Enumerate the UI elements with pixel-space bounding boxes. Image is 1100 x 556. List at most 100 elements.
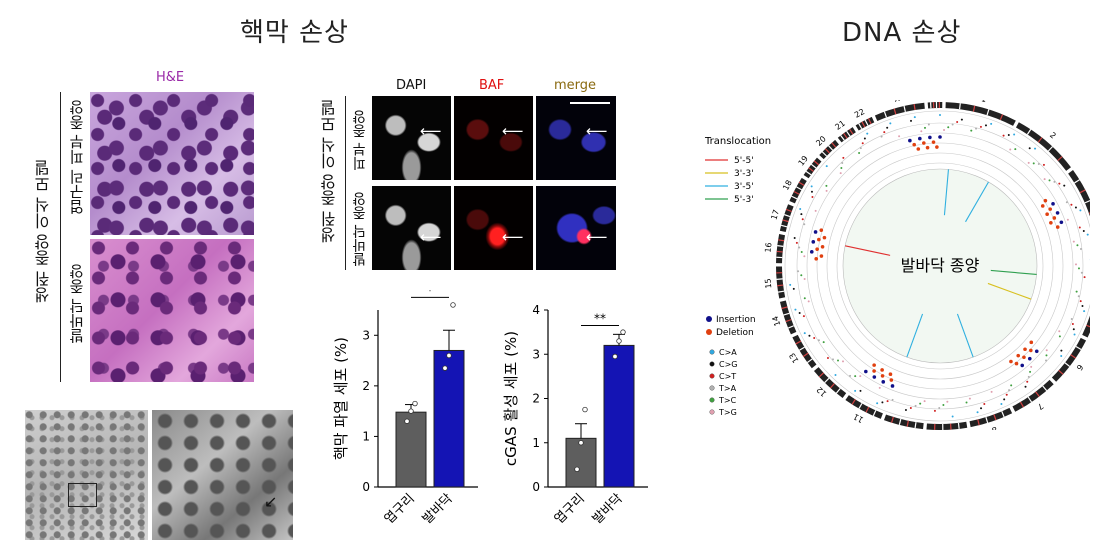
snv-point xyxy=(1010,384,1013,387)
snv-point xyxy=(933,409,936,412)
indel-point xyxy=(881,380,886,384)
snv-point xyxy=(984,124,987,127)
chromosome-band xyxy=(779,300,797,335)
indel-point xyxy=(1043,198,1048,203)
snv-point xyxy=(808,334,811,337)
snv-point xyxy=(799,207,802,210)
chromosome-band-stripe xyxy=(828,145,834,151)
chromosome-band-stripe xyxy=(793,190,800,195)
snv-point xyxy=(1045,354,1048,357)
snv-legend-label: T>G xyxy=(718,408,737,417)
snv-point xyxy=(1080,271,1083,274)
fluor-dapi-skin: ⟵ xyxy=(372,96,451,180)
chromosome-band-stripe xyxy=(865,406,870,413)
fluor-col-merge: merge xyxy=(554,78,597,93)
indel-point xyxy=(888,372,893,376)
snv-point xyxy=(923,126,926,129)
snv-point xyxy=(1082,229,1085,232)
chromosome-band-stripe xyxy=(1001,411,1005,418)
fluor-baf-footpad: ⟵ xyxy=(454,186,533,270)
snv-point xyxy=(863,137,866,140)
c1-y-label: 핵막 파열 세포 (%) xyxy=(332,337,350,460)
chromosome-label: 17 xyxy=(769,209,781,221)
snv-point xyxy=(789,283,792,286)
indel-point xyxy=(1029,348,1033,353)
snv-point xyxy=(938,406,941,409)
snv-point xyxy=(942,403,945,406)
chromosome-band xyxy=(845,395,883,419)
chromosome-band-stripe xyxy=(785,208,792,213)
indel-point xyxy=(935,145,939,149)
snv-point xyxy=(1043,178,1046,181)
snv-point xyxy=(803,278,806,281)
fluor-group-bracket xyxy=(345,96,346,270)
snv-point xyxy=(1045,359,1048,362)
snv-point xyxy=(859,375,862,378)
c2-y-tick-label: 0 xyxy=(532,480,540,494)
snv-point xyxy=(909,407,912,410)
translocation-legend-label: 5'-3' xyxy=(734,195,754,205)
chromosome-band-stripe xyxy=(846,130,851,137)
indel-point xyxy=(864,369,868,374)
snv-point xyxy=(1027,375,1030,378)
indel-point xyxy=(1023,347,1027,352)
snv-point xyxy=(803,332,806,335)
snv-point xyxy=(881,401,884,404)
snv-point xyxy=(1074,263,1077,266)
indel-point xyxy=(1040,204,1045,208)
snv-point xyxy=(793,237,796,240)
snv-point xyxy=(1073,333,1076,336)
indel-point xyxy=(1052,216,1057,220)
indel-point xyxy=(890,384,895,388)
snv-legend-label: T>C xyxy=(718,396,737,405)
chromosome-band-stripe xyxy=(778,290,785,293)
chromosome-band xyxy=(792,334,817,369)
chromosome-band-stripe xyxy=(813,160,820,166)
he-group-bracket xyxy=(60,92,61,382)
indel-point xyxy=(1049,220,1053,225)
snv-point xyxy=(866,132,869,135)
chromosome-band xyxy=(789,177,807,204)
chromosome-band-stripe xyxy=(972,105,976,112)
snv-point xyxy=(968,397,971,400)
snv-point xyxy=(1079,300,1082,303)
snv-point xyxy=(837,359,840,362)
c1-y-tick-label: 2 xyxy=(362,379,370,393)
snv-legend-marker xyxy=(709,397,715,403)
snv-point xyxy=(1063,184,1066,187)
chromosome-band xyxy=(874,102,925,121)
chromosome-band-stripe xyxy=(999,114,1004,121)
snv-point xyxy=(797,270,800,273)
c1-bar xyxy=(395,411,427,488)
snv-point xyxy=(798,246,801,249)
indel-point xyxy=(1027,356,1032,361)
snv-point xyxy=(1058,335,1061,338)
chromosome-band xyxy=(969,407,1013,428)
chromosome-band xyxy=(1082,315,1090,338)
fluor-merge-footpad: ⟵ xyxy=(536,186,616,270)
snv-point xyxy=(834,373,837,376)
chromosome-band-stripe xyxy=(778,239,785,242)
snv-legend-label: T>A xyxy=(718,384,737,393)
c1-data-point xyxy=(404,418,410,424)
chromosome-band-stripe xyxy=(872,410,877,417)
he-group-label: 생쥐 종양 이식 모델 xyxy=(34,160,53,304)
indel-point xyxy=(1014,361,1019,366)
indel-point xyxy=(908,138,912,143)
snv-point xyxy=(822,341,825,344)
c1-x-tick-label: 발바닥 xyxy=(420,491,456,527)
chromosome-band xyxy=(1051,337,1087,382)
snv-point xyxy=(1007,133,1010,136)
chromosome-band-stripe xyxy=(913,103,916,111)
indel-point xyxy=(813,230,818,234)
fluor-group-label: 생쥐 종양 이식 모델 xyxy=(320,100,339,244)
snv-point xyxy=(798,311,801,314)
chromosome-band-stripe xyxy=(914,422,917,429)
chromosome-band-stripe xyxy=(810,163,817,169)
indel-point xyxy=(1022,355,1026,360)
snv-point xyxy=(854,375,857,378)
chromosome-band xyxy=(776,266,786,299)
snv-point xyxy=(1045,349,1048,352)
snv-legend-marker xyxy=(709,385,715,391)
snv-point xyxy=(1077,267,1080,270)
